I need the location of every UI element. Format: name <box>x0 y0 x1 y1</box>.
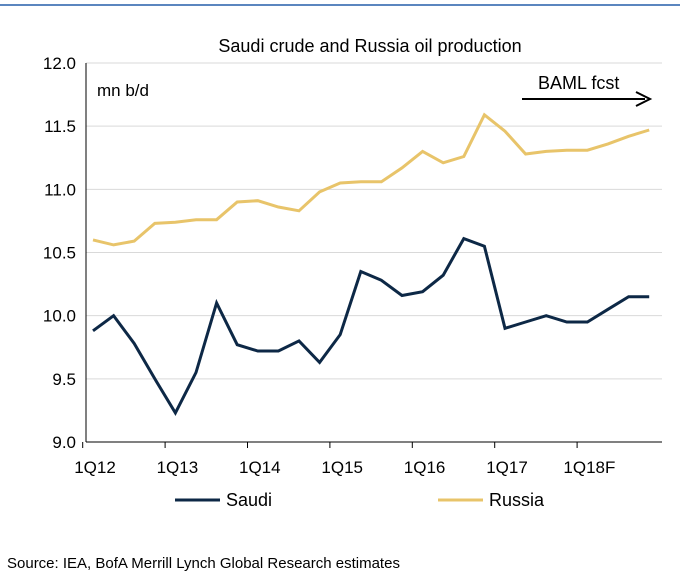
series-line-saudi <box>92 236 650 416</box>
forecast-arrow-head <box>635 91 653 107</box>
series-lines <box>92 112 650 416</box>
forecast-label: BAML fcst <box>538 73 619 93</box>
legend: Saudi Russia <box>175 490 545 510</box>
gridlines <box>86 62 662 380</box>
x-tick-label: 1Q14 <box>239 458 281 477</box>
legend-label-saudi: Saudi <box>226 490 272 510</box>
axes <box>82 63 662 448</box>
x-tick-label: 1Q12 <box>74 458 116 477</box>
top-rule <box>0 4 680 6</box>
x-tick-label: 1Q16 <box>404 458 446 477</box>
x-tick-label: 1Q17 <box>486 458 528 477</box>
y-tick-labels: 9.0 9.5 10.0 10.5 11.0 11.5 12.0 <box>43 54 76 452</box>
forecast-annotation: BAML fcst <box>522 73 653 107</box>
y-tick-label: 11.0 <box>44 180 76 199</box>
y-tick-label: 9.5 <box>52 370 76 389</box>
legend-label-russia: Russia <box>489 490 545 510</box>
y-tick-label: 9.0 <box>52 433 76 452</box>
x-tick-label: 1Q13 <box>157 458 199 477</box>
x-tick-label: 1Q18F <box>563 458 615 477</box>
y-tick-label: 10.5 <box>43 244 76 263</box>
source-note: Source: IEA, BofA Merrill Lynch Global R… <box>7 555 400 572</box>
chart-title: Saudi crude and Russia oil production <box>218 36 521 56</box>
y-tick-label: 11.5 <box>44 117 76 136</box>
x-tick-label: 1Q15 <box>321 458 363 477</box>
unit-label: mn b/d <box>97 81 149 100</box>
series-line-russia <box>92 112 650 247</box>
y-tick-label: 12.0 <box>43 54 76 73</box>
x-tick-labels: 1Q12 1Q13 1Q14 1Q15 1Q16 1Q17 1Q18F <box>74 458 615 477</box>
y-tick-label: 10.0 <box>43 307 76 326</box>
